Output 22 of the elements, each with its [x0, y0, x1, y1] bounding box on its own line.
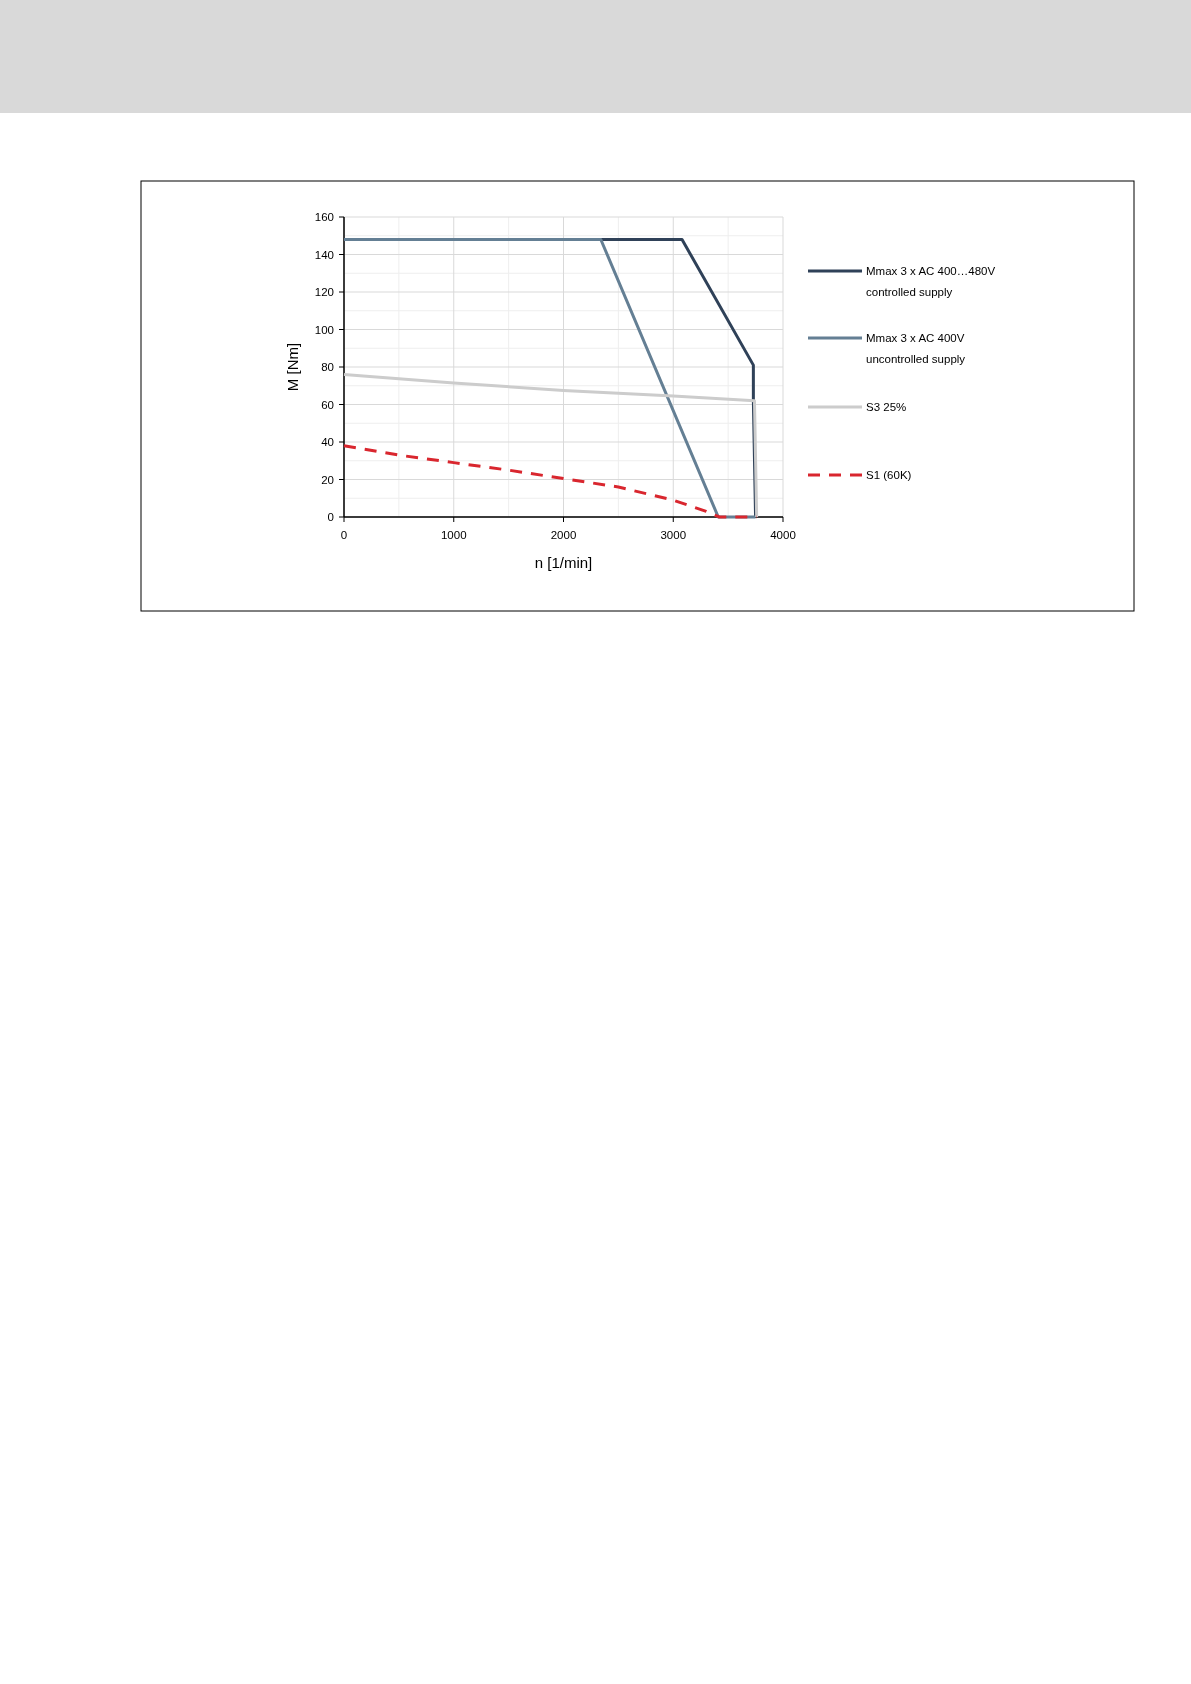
x-tick-label: 0 [340, 529, 348, 541]
line-series [342, 444, 759, 519]
y-tick-label: 60 [321, 398, 334, 411]
y-tick-label: 40 [321, 436, 334, 449]
x-tick-label: 3000 [660, 529, 687, 541]
y-tick-label: 140 [314, 248, 334, 261]
y-axis-title: M [Nm] [284, 342, 301, 392]
x-tick-label: 1000 [440, 529, 467, 541]
legend-label: S3 25% [866, 401, 907, 414]
line-series [342, 373, 759, 519]
legend-label: S1 (60K) [866, 469, 912, 482]
x-axis-title: n [1/min] [534, 554, 593, 571]
legend-label: Mmax 3 x AC 400…480V controlled supply [866, 265, 996, 299]
y-tick-label: 120 [314, 286, 334, 299]
x-tick-label: 2000 [550, 529, 577, 541]
y-tick-label: 80 [321, 361, 334, 374]
legend-label: Mmax 3 x AC 400V uncontrolled supply [866, 332, 966, 366]
y-tick-label: 100 [314, 323, 334, 336]
y-tick-label: 160 [314, 211, 334, 224]
y-tick-label: 0 [327, 511, 334, 524]
y-tick-label: 20 [321, 473, 334, 486]
x-tick-label: 4000 [770, 529, 796, 541]
